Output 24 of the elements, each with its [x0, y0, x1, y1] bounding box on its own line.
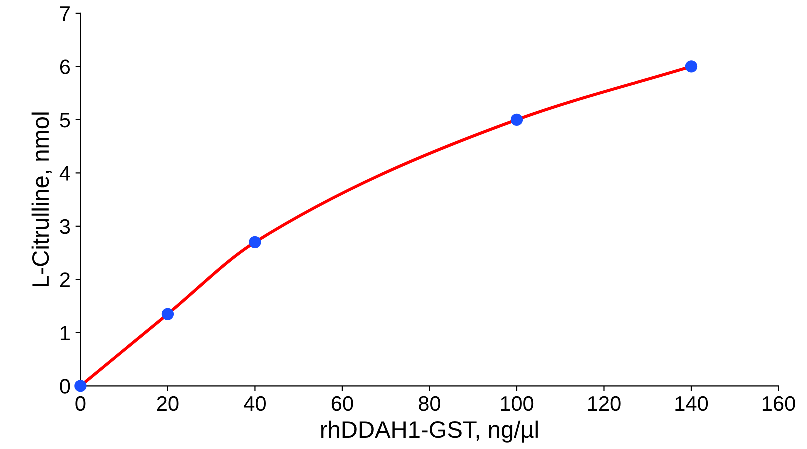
x-tick-label: 100: [501, 396, 534, 412]
y-tick-label: 1: [60, 326, 70, 340]
y-tick-label: 2: [60, 272, 70, 288]
y-tick-label: 5: [60, 113, 70, 128]
point: [510, 114, 524, 126]
y-tick-label: 6: [60, 60, 70, 74]
x-tick-label: 0: [76, 396, 86, 412]
y-tick-label: 7: [60, 6, 70, 22]
x-tick-label: 60: [332, 396, 354, 412]
y-axis-title: L-Citrulline, nmol: [32, 112, 52, 286]
x-tick-label: 80: [419, 396, 440, 412]
x-tick-label: 120: [588, 396, 621, 412]
point: [685, 60, 698, 73]
y-tick-label: 0: [60, 379, 70, 394]
point: [74, 380, 87, 392]
point: [249, 236, 262, 248]
x-tick-label: 40: [244, 396, 266, 412]
x-axis-title: rhDDAH1-GST, ng/µl: [322, 420, 538, 443]
y-tick-label: 4: [60, 166, 70, 181]
x-tick-label: 20: [157, 396, 179, 412]
x-tick-label: 160: [762, 396, 796, 412]
x-tick-label: 140: [676, 396, 708, 412]
y-tick-label: 3: [60, 219, 70, 234]
point: [162, 308, 174, 320]
